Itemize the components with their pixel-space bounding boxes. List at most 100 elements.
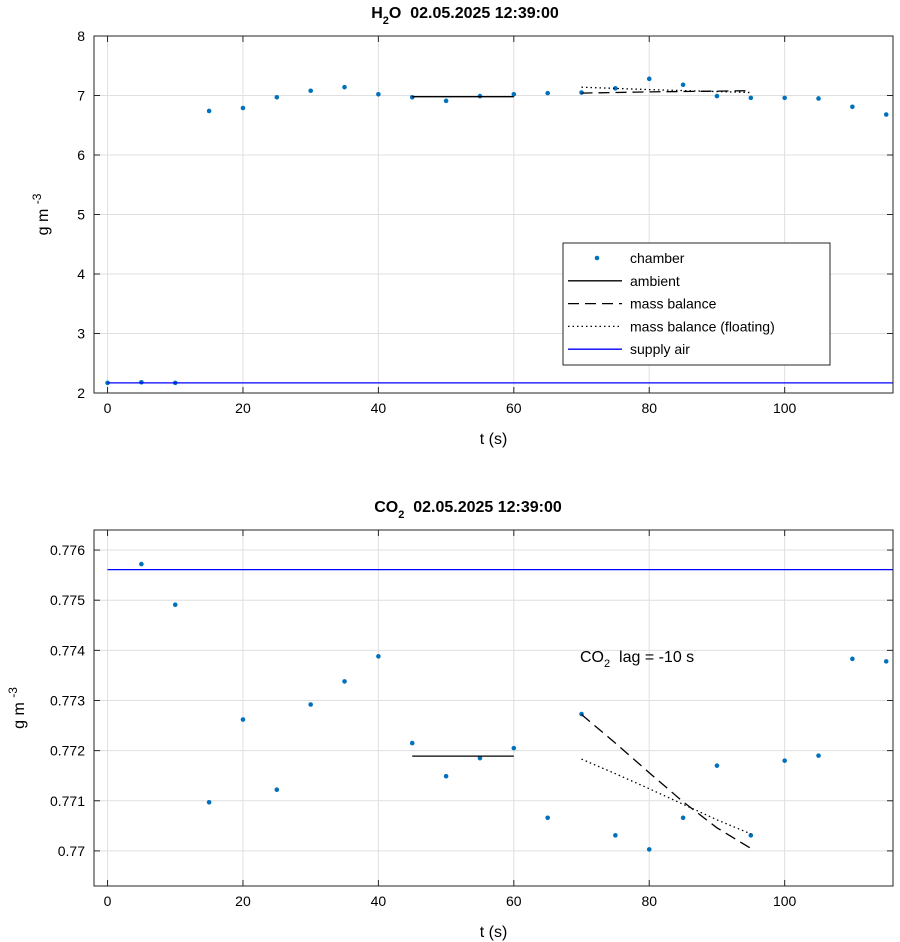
chamber-point [646,76,652,82]
plot-frame [93,529,894,887]
x-tick-label: 40 [371,893,387,909]
y-tick-label: 0.771 [50,793,85,809]
y-tick-label: 0.776 [50,542,85,558]
legend-label: mass balance (floating) [630,318,775,334]
chart-title-main: CO [374,499,398,516]
x-tick-label: 20 [235,893,251,909]
chamber-point [883,659,889,664]
chamber-point [206,108,212,114]
legend: chamber ambient mass balance mass balance (… [562,242,831,366]
chart-title-rest: O 02.05.2025 12:39:00 [389,5,559,22]
x-tick-label: 0 [104,893,112,909]
y-tick-label: 3 [77,326,85,342]
chamber-point [240,105,246,111]
chamber-point [240,717,246,722]
chamber-point [714,93,720,99]
legend-label: chamber [630,250,685,266]
lag-annotation: CO2 lag = -10 s [580,649,694,670]
x-tick-label: 60 [506,893,522,909]
x-axis-label: t (s) [480,431,508,448]
legend-chamber-marker [594,255,600,261]
chamber-point [680,82,686,88]
chamber-point [545,90,550,96]
chamber-point [613,833,618,838]
chart-title-subscript: 2 [398,509,404,521]
y-axis-label: g m -3 [30,193,52,235]
mass-balance-floating-line [581,86,751,94]
chamber-point [714,763,720,768]
chamber-point [782,758,787,763]
chamber-point [816,96,821,101]
x-tick-label: 0 [104,400,112,416]
chamber-point [172,602,178,608]
legend-label: mass balance [630,296,717,312]
chamber-point [545,815,550,821]
chamber-point [782,95,787,101]
chart-title-rest: 02.05.2025 12:39:00 [404,499,562,516]
chart-panel-2: 0 20 40 60 80 100 0.77 0.771 0.772 0.773 0.774 0.77… [6,499,894,941]
y-tick-label: 6 [77,147,85,163]
legend-label: ambient [630,273,680,289]
x-tick-label: 100 [773,893,797,909]
mass-balance-line [581,714,752,849]
chamber-point [748,833,754,838]
chamber-point [443,773,449,779]
chamber-point [850,104,855,110]
chart-title: CO2 02.05.2025 12:39:00 [374,499,562,521]
chamber-point [376,92,381,97]
y-axis-label-superscript: -3 [6,687,20,698]
chamber-point [850,656,855,662]
x-tick-label: 80 [641,400,657,416]
y-tick-label: 0.774 [50,642,85,658]
y-axis-label: g m -3 [6,687,28,729]
chamber-point [511,92,517,97]
x-tick-label: 60 [506,400,522,416]
chamber-point [748,95,754,101]
chamber-point [680,815,686,821]
x-tick-label: 40 [371,400,387,416]
y-tick-label: 0.772 [50,743,85,759]
y-tick-label: 0.77 [58,843,85,859]
y-tick-label: 8 [77,28,85,44]
x-tick-label: 100 [773,400,797,416]
y-tick-label: 2 [77,385,85,401]
chamber-point [816,753,821,758]
lag-annotation-rest: lag = -10 s [610,649,694,666]
x-tick-label: 80 [641,893,657,909]
y-axis-label-main: g m [11,698,28,729]
mass-balance-floating-line [581,758,752,835]
chamber-point [206,799,212,805]
y-axis-label-main: g m [35,204,52,235]
chamber-point [376,654,381,659]
y-tick-label: 4 [77,266,85,282]
chart-title-main: H [371,5,383,22]
chamber-point [477,755,483,761]
chamber-point [342,84,347,90]
chamber-point [409,740,415,746]
lag-annotation-main: CO [580,649,604,666]
chamber-point [308,702,313,707]
chamber-point [139,561,144,567]
y-tick-label: 5 [77,207,85,223]
chart-title: H2O 02.05.2025 12:39:00 [371,5,559,27]
chamber-point [613,86,618,91]
y-axis-label-superscript: -3 [30,193,44,204]
legend-label: supply air [630,341,690,357]
chamber-point [646,847,652,852]
chamber-point [274,94,280,100]
mass-balance-line [581,90,751,94]
chamber-point [274,787,280,793]
y-tick-label: 7 [77,88,85,104]
chamber-point [308,88,313,94]
chart-title-subscript: 2 [383,15,389,27]
x-axis-label: t (s) [480,924,508,941]
y-tick-label: 0.773 [50,692,85,708]
y-tick-label: 0.775 [50,592,85,608]
chamber-point [511,745,517,751]
chamber-point [443,98,449,104]
chamber-point [883,112,889,117]
x-tick-label: 20 [235,400,251,416]
lag-annotation-subscript: 2 [604,658,610,670]
